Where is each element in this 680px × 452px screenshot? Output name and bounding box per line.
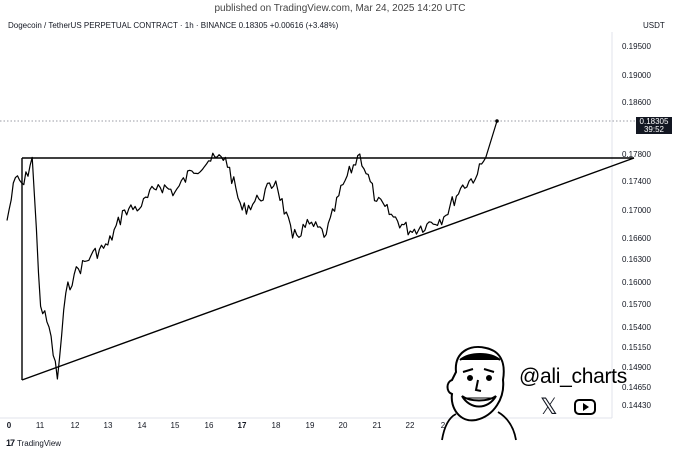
last-price-dot <box>495 119 499 123</box>
price-tick-label: 0.15150 <box>622 343 651 352</box>
currency-label: USDT <box>643 21 665 30</box>
time-tick-label: 21 <box>373 421 382 430</box>
time-axis: 0 11 12 13 14 15 16 17 18 19 20 21 22 2 <box>7 421 446 430</box>
price-series-line <box>6 120 498 380</box>
price-tick-label: 0.14430 <box>622 401 651 410</box>
time-tick-label: 13 <box>104 421 113 430</box>
footer-brand: 17 TradingView <box>6 438 61 448</box>
x-icon: 𝕏 <box>540 394 558 419</box>
tradingview-brand: TradingView <box>17 438 62 448</box>
badge-countdown: 39:52 <box>643 125 665 134</box>
time-tick-label: 18 <box>272 421 281 430</box>
time-tick-label: 0 <box>7 421 12 430</box>
current-price-badge: 0.18305 39:52 <box>636 117 672 134</box>
price-tick-label: 0.14650 <box>622 383 651 392</box>
price-change: +0.00616 (+3.48%) <box>269 21 339 30</box>
tradingview-logo: 17 <box>6 438 15 448</box>
price-tick-label: 0.15700 <box>622 300 651 309</box>
symbol-header: Dogecoin / TetherUS PERPETUAL CONTRACT ·… <box>8 21 338 30</box>
price-tick-label: 0.16300 <box>622 255 651 264</box>
time-tick-label: 11 <box>36 421 45 430</box>
social-icons: 𝕏 <box>540 396 596 418</box>
time-tick-label: 17 <box>238 421 247 430</box>
price-tick-label: 0.19500 <box>622 42 651 51</box>
face-icon <box>441 346 517 441</box>
time-tick-label: 15 <box>171 421 180 430</box>
time-tick-label: 16 <box>205 421 214 430</box>
watermark-handle: @ali_charts <box>519 365 627 388</box>
price-tick-label: 0.15400 <box>622 323 651 332</box>
time-tick-label: 2 <box>441 421 446 430</box>
time-tick-label: 22 <box>406 421 415 430</box>
time-tick-label: 14 <box>138 421 147 430</box>
time-tick-label: 19 <box>306 421 315 430</box>
price-tick-label: 0.17000 <box>622 206 651 215</box>
support-trendline <box>21 157 635 381</box>
youtube-icon <box>573 399 596 415</box>
badge-price: 0.18305 <box>639 117 669 126</box>
last-price: 0.18305 <box>238 21 268 30</box>
time-tick-label: 12 <box>71 421 80 430</box>
published-note: published on TradingView.com, Mar 24, 20… <box>214 3 466 14</box>
price-tick-label: 0.19000 <box>622 71 651 80</box>
price-tick-label: 0.17800 <box>622 150 651 159</box>
price-tick-label: 0.14900 <box>622 363 651 372</box>
time-tick-label: 20 <box>339 421 348 430</box>
price-tick-label: 0.17400 <box>622 177 651 186</box>
price-axis: 0.19500 0.19000 0.18600 0.17800 0.17400 0.170… <box>622 42 651 410</box>
price-tick-label: 0.18600 <box>622 98 651 107</box>
symbol-name: Dogecoin / TetherUS PERPETUAL CONTRACT ·… <box>8 21 237 30</box>
price-tick-label: 0.16000 <box>622 278 651 287</box>
price-tick-label: 0.16600 <box>622 234 651 243</box>
